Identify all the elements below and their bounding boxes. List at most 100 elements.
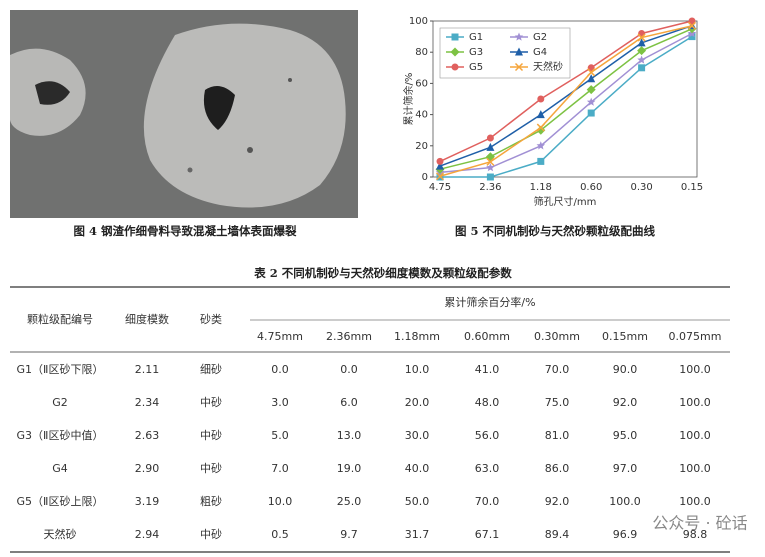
header: 0.075mm [669, 330, 722, 343]
cell: 5.0 [271, 429, 289, 442]
y-tick-label: 0 [422, 172, 428, 183]
cell: 89.4 [545, 528, 570, 541]
cell: 70.0 [475, 495, 500, 508]
series-line [439, 25, 693, 177]
marker [486, 157, 495, 166]
cell: 100.0 [609, 495, 641, 508]
marker [587, 109, 595, 117]
marker [687, 21, 697, 30]
header: 4.75mm [257, 330, 303, 343]
legend-label: 天然砂 [533, 60, 563, 73]
cell: 56.0 [475, 429, 500, 442]
header: 细度模数 [125, 312, 169, 326]
marker [537, 95, 545, 103]
cell: 90.0 [613, 363, 638, 376]
cell: 6.0 [340, 396, 358, 409]
marker [450, 47, 460, 57]
marker [436, 161, 444, 170]
cell: 0.5 [271, 528, 289, 541]
cell: 中砂 [200, 462, 222, 475]
y-tick-label: 40 [415, 110, 428, 121]
cell: 2.11 [135, 363, 160, 376]
cell: G2 [52, 396, 68, 409]
marker [514, 62, 524, 72]
cell: 7.0 [271, 462, 289, 475]
cell: 20.0 [405, 396, 430, 409]
cell: 95.0 [613, 429, 638, 442]
cell: 92.0 [613, 396, 638, 409]
cell: 2.94 [135, 528, 160, 541]
cell: 96.9 [613, 528, 638, 541]
header: 累计筛余百分率/% [444, 295, 535, 309]
cell: G4 [52, 462, 68, 475]
cell: G5（Ⅱ区砂上限） [17, 495, 104, 508]
cell: 0.0 [340, 363, 358, 376]
chart: 0 20 40 60 80 100 4.75 2.36 1.18 0.60 0.30 0.15 筛孔尺寸… [402, 16, 703, 208]
x-tick-label: 0.60 [580, 182, 602, 193]
marker [638, 64, 646, 72]
cell: G1（Ⅱ区砂下限） [17, 363, 104, 376]
cell: 97.0 [613, 462, 638, 475]
cell: 98.8 [683, 528, 708, 541]
cell: 10.0 [405, 363, 430, 376]
y-tick-label: 100 [409, 16, 428, 27]
marker [536, 123, 545, 132]
cell: 中砂 [200, 429, 222, 442]
marker [486, 142, 495, 151]
cell: 3.19 [135, 495, 160, 508]
marker [486, 163, 495, 172]
legend-label: G3 [469, 47, 483, 58]
marker [486, 134, 494, 142]
cell: 30.0 [405, 429, 430, 442]
marker [536, 110, 545, 119]
table-title: 表 2 不同机制砂与天然砂细度模数及颗粒级配参数 [253, 266, 512, 280]
cell: 70.0 [545, 363, 570, 376]
cell: 2.63 [135, 429, 160, 442]
marker [637, 38, 646, 47]
legend-label: G1 [469, 32, 483, 43]
marker [688, 33, 696, 41]
header: 砂类 [200, 312, 222, 326]
header: 0.60mm [464, 330, 510, 343]
marker [537, 157, 545, 165]
marker [587, 68, 596, 77]
marker [586, 97, 596, 106]
header: 1.18mm [394, 330, 440, 343]
x-tick-label: 2.36 [479, 182, 501, 193]
cell: 100.0 [679, 429, 711, 442]
cell: 9.7 [340, 528, 358, 541]
cell: 天然砂 [44, 527, 77, 541]
cell: 92.0 [545, 495, 570, 508]
figure-caption: 图 5 不同机制砂与天然砂颗粒级配曲线 [455, 224, 656, 238]
series-line [439, 28, 693, 170]
header: 0.30mm [534, 330, 580, 343]
cell: 63.0 [475, 462, 500, 475]
y-tick-label: 20 [415, 141, 428, 152]
cell: 粗砂 [200, 495, 222, 508]
cell: 中砂 [200, 528, 222, 541]
marker [451, 33, 459, 41]
cell: 31.7 [405, 528, 430, 541]
cell: 13.0 [337, 429, 362, 442]
cell: 100.0 [679, 462, 711, 475]
cell: 2.34 [135, 396, 160, 409]
x-tick-label: 0.30 [630, 182, 652, 193]
cell: 2.90 [135, 462, 160, 475]
plot-frame [432, 20, 698, 178]
cell: 0.0 [271, 363, 289, 376]
marker [536, 141, 546, 150]
marker [637, 55, 646, 64]
series-line [440, 35, 693, 178]
x-tick-label: 0.15 [681, 182, 703, 193]
y-axis-label: 累计筛余/% [402, 73, 415, 126]
x-axis-label: 筛孔尺寸/mm [534, 195, 597, 208]
y-tick-label: 80 [415, 47, 428, 58]
cell: 48.0 [475, 396, 500, 409]
photo [10, 10, 358, 218]
marker [688, 17, 696, 25]
cell: 86.0 [545, 462, 570, 475]
marker [514, 32, 524, 41]
marker [486, 173, 494, 181]
cell: 10.0 [268, 495, 293, 508]
series-line [439, 32, 693, 174]
